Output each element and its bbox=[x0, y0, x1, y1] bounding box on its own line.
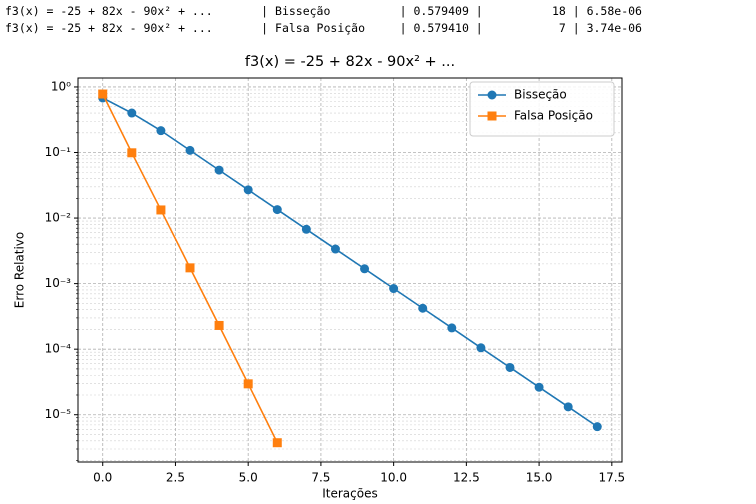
marker bbox=[592, 422, 602, 432]
y-tick-label: 10⁻⁵ bbox=[45, 407, 72, 421]
marker bbox=[272, 438, 282, 448]
marker bbox=[487, 111, 497, 121]
y-tick-label: 10⁻³ bbox=[45, 276, 72, 290]
marker bbox=[534, 382, 544, 392]
marker bbox=[185, 263, 195, 273]
series-line bbox=[102, 97, 598, 428]
marker bbox=[127, 148, 137, 158]
marker bbox=[330, 244, 340, 254]
x-tick-label: 12.5 bbox=[453, 471, 480, 485]
legend-label: Falsa Posição bbox=[514, 109, 593, 123]
x-tick-label: 2.5 bbox=[166, 471, 185, 485]
marker bbox=[156, 205, 166, 215]
marker bbox=[185, 145, 195, 155]
marker bbox=[301, 224, 311, 234]
marker bbox=[156, 126, 166, 136]
marker bbox=[214, 320, 224, 330]
console-line: f3(x) = -25 + 82x - 90x² + ... | Bisseçã… bbox=[5, 4, 642, 18]
marker bbox=[214, 165, 224, 175]
marker bbox=[127, 108, 137, 118]
plot-frame bbox=[77, 77, 623, 463]
x-tick-label: 7.5 bbox=[311, 471, 330, 485]
marker bbox=[418, 303, 428, 313]
marker bbox=[98, 89, 108, 99]
x-tick-label: 0.0 bbox=[93, 471, 112, 485]
y-axis-label: Erro Relativo bbox=[13, 232, 27, 308]
marker bbox=[272, 205, 282, 215]
y-tick-label: 10⁻¹ bbox=[45, 145, 72, 159]
chart-title: f3(x) = -25 + 82x - 90x² + ... bbox=[245, 54, 455, 70]
x-axis-label: Iterações bbox=[322, 487, 378, 501]
marker bbox=[243, 379, 253, 389]
x-tick-label: 17.5 bbox=[598, 471, 625, 485]
marker bbox=[360, 264, 370, 274]
marker bbox=[476, 343, 486, 353]
legend-label: Bisseção bbox=[514, 88, 567, 102]
marker bbox=[505, 362, 515, 372]
x-tick-label: 10.0 bbox=[380, 471, 407, 485]
x-tick-label: 15.0 bbox=[526, 471, 553, 485]
x-tick-label: 5.0 bbox=[239, 471, 258, 485]
legend: Bisseção Falsa Posição bbox=[469, 81, 615, 137]
marker bbox=[447, 323, 457, 333]
marker bbox=[487, 90, 497, 100]
y-tick-label: 10⁰ bbox=[51, 79, 71, 93]
marker bbox=[563, 402, 573, 412]
y-tick-label: 10⁻² bbox=[45, 211, 72, 225]
y-tick-label: 10⁻⁴ bbox=[45, 342, 72, 356]
console-line: f3(x) = -25 + 82x - 90x² + ... | Falsa P… bbox=[5, 21, 642, 35]
marker bbox=[243, 185, 253, 195]
marker bbox=[389, 284, 399, 294]
